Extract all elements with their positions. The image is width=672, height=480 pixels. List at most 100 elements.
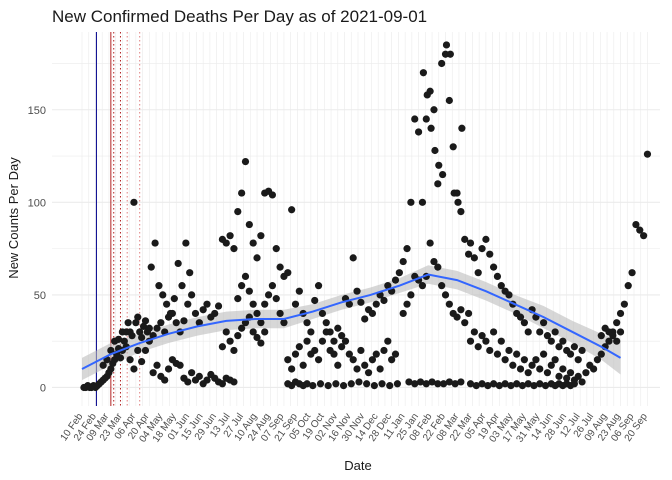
chart-title: New Confirmed Deaths Per Day as of 2021-… <box>52 7 427 26</box>
data-point <box>341 337 350 345</box>
data-point <box>172 319 180 327</box>
data-point <box>230 245 238 253</box>
data-point <box>582 369 590 377</box>
data-point <box>134 346 142 355</box>
data-point <box>636 226 644 234</box>
data-point <box>434 180 442 188</box>
data-point <box>632 220 640 229</box>
data-point <box>513 350 521 358</box>
data-point <box>238 282 246 290</box>
data-point <box>640 232 648 240</box>
data-point <box>288 365 296 373</box>
data-point <box>472 382 480 390</box>
data-point <box>364 369 373 377</box>
data-point <box>449 143 457 151</box>
data-point <box>613 337 621 345</box>
data-point <box>338 343 346 351</box>
data-point <box>195 319 203 327</box>
data-point <box>280 319 288 327</box>
data-point <box>253 333 261 342</box>
data-point <box>138 333 146 342</box>
data-point <box>442 41 451 49</box>
data-point <box>497 282 505 290</box>
data-point <box>268 191 277 199</box>
data-point <box>418 282 427 290</box>
data-point <box>284 356 292 364</box>
data-point <box>628 269 636 277</box>
data-point <box>218 343 227 351</box>
data-point <box>180 317 188 325</box>
data-point <box>507 382 515 390</box>
data-point <box>574 356 582 364</box>
data-point <box>566 350 575 358</box>
data-point <box>299 361 307 369</box>
data-point <box>513 380 521 388</box>
data-point <box>482 337 490 345</box>
data-point <box>616 309 625 318</box>
data-point <box>338 332 346 340</box>
data-point <box>241 272 250 280</box>
data-point <box>163 300 171 308</box>
data-point <box>438 282 446 290</box>
data-point <box>355 378 363 386</box>
data-point <box>334 324 342 332</box>
data-point <box>597 350 605 358</box>
data-point <box>272 245 280 253</box>
data-point <box>466 337 475 345</box>
data-point <box>505 346 513 355</box>
data-point <box>536 328 544 336</box>
data-point <box>597 332 605 340</box>
data-point <box>559 337 567 345</box>
data-point <box>141 346 150 355</box>
data-point <box>188 291 196 299</box>
data-point <box>399 309 407 318</box>
data-point <box>482 235 490 243</box>
data-point <box>461 235 469 243</box>
data-point <box>532 356 540 364</box>
data-point <box>214 302 223 310</box>
data-point <box>430 257 438 266</box>
data-point <box>495 382 503 390</box>
data-point <box>124 319 132 327</box>
data-point <box>380 346 388 355</box>
data-point <box>238 189 246 197</box>
data-point <box>501 380 509 388</box>
data-point <box>284 269 292 277</box>
data-point <box>388 356 396 364</box>
data-point <box>111 356 119 364</box>
data-point <box>478 380 486 388</box>
data-point <box>445 378 453 386</box>
data-point <box>195 372 203 380</box>
data-point <box>516 313 525 321</box>
data-point <box>157 319 165 327</box>
data-point <box>624 282 632 290</box>
data-point <box>478 332 486 340</box>
data-point <box>620 300 628 308</box>
smooth-line <box>81 273 622 370</box>
data-point <box>353 365 361 373</box>
data-point <box>218 380 227 388</box>
data-point <box>520 319 528 327</box>
data-point <box>309 382 317 390</box>
data-point <box>466 239 475 247</box>
data-point <box>431 146 439 155</box>
data-point <box>345 300 353 308</box>
data-point <box>361 361 369 369</box>
data-point <box>324 382 332 390</box>
data-point <box>114 335 123 343</box>
data-point <box>295 287 303 295</box>
data-point <box>570 380 578 388</box>
data-point <box>441 291 450 299</box>
data-point <box>457 306 465 314</box>
data-point <box>151 239 159 247</box>
data-point <box>384 337 392 345</box>
data-point <box>466 380 475 388</box>
data-point <box>176 361 184 369</box>
data-point <box>276 309 284 318</box>
data-point <box>474 343 482 351</box>
data-point <box>203 300 211 308</box>
data-point <box>497 337 505 345</box>
data-point <box>222 239 230 247</box>
data-point <box>643 150 652 158</box>
